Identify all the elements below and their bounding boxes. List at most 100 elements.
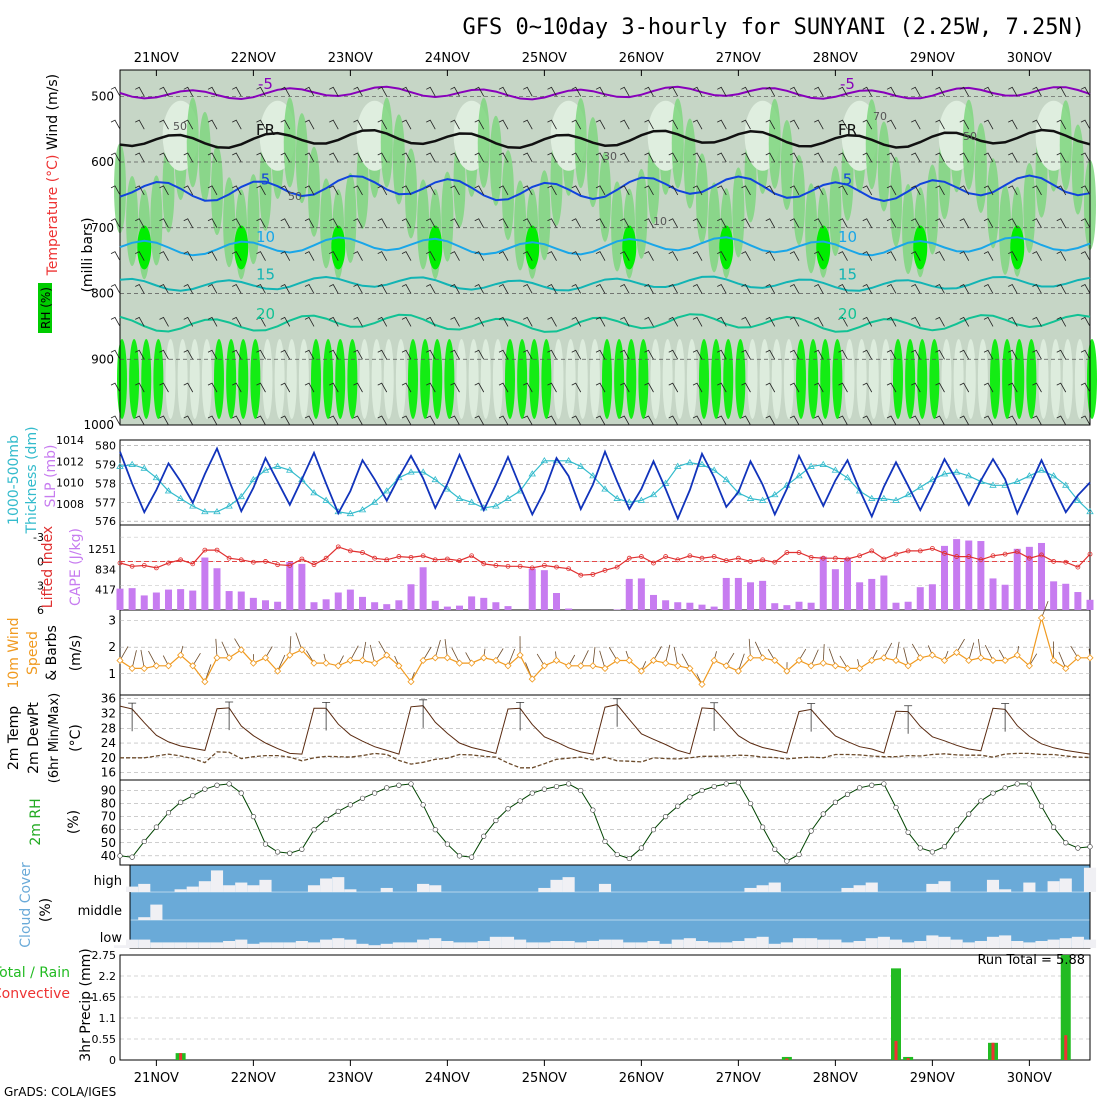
rh-band	[380, 97, 393, 188]
wind-barb	[814, 185, 824, 196]
wind-barb	[135, 415, 145, 426]
cloud-low-bar	[404, 942, 418, 948]
wind-barb	[765, 152, 776, 163]
wind-barb	[789, 119, 800, 130]
wind-speed-point	[807, 662, 815, 670]
wind-barb	[814, 218, 824, 228]
cloud-low-bar	[332, 938, 345, 948]
rh2m-point	[638, 845, 644, 851]
thickness-point	[286, 466, 294, 473]
wind-barb	[838, 316, 848, 327]
wind-barb	[304, 349, 315, 360]
cape-bar	[1074, 592, 1082, 610]
cloud-low-bar	[708, 942, 721, 948]
y-tick-label-left: 0	[37, 555, 44, 568]
rh2m-point	[165, 810, 172, 816]
wind-barb	[935, 415, 945, 426]
panel-label-total-rain: Total / Rain	[0, 965, 70, 981]
wind-barb	[280, 415, 291, 426]
wind-barb	[1032, 283, 1042, 294]
thickness-point	[1013, 477, 1021, 484]
wind-barb-10m	[810, 649, 819, 666]
rh2m-point	[675, 803, 681, 809]
y-tick-label: 1000	[83, 418, 114, 432]
thickness-point	[419, 468, 427, 475]
isotherm-label: -5	[258, 75, 273, 93]
panel-bg	[120, 955, 1090, 1060]
wind-barb-10m	[451, 647, 460, 664]
y-tick-label-right: 1014	[56, 434, 84, 447]
cloud-high-bar	[1047, 881, 1060, 892]
lifted-index-point	[202, 547, 208, 553]
cloud-low-bar	[695, 941, 709, 948]
wind-barb	[401, 349, 412, 360]
cape-bar	[237, 591, 245, 610]
wind-barb	[523, 349, 533, 360]
lifted-index-point	[711, 554, 717, 559]
rh2m-point	[832, 799, 838, 805]
cloud-low-bar	[598, 939, 612, 948]
wind-barb	[1080, 349, 1091, 360]
cloud-low-bar	[162, 942, 175, 948]
minmax-bar	[516, 701, 525, 731]
wind-speed-point	[916, 654, 924, 662]
lifted-index-point	[638, 554, 644, 559]
isotherm-line	[119, 128, 1091, 149]
cloud-low-bar	[780, 942, 793, 948]
lifted-index-point	[323, 555, 329, 561]
thickness-point	[1074, 496, 1082, 503]
lifted-index-point	[675, 557, 681, 563]
thickness-point	[358, 506, 367, 513]
thickness-point	[1062, 481, 1070, 488]
wind-barb	[110, 316, 121, 327]
wind-barb	[304, 86, 315, 97]
rh-band	[1038, 338, 1049, 419]
wind-speed-point	[274, 667, 282, 675]
date-label-bottom: 26NOV	[619, 1071, 664, 1086]
wind-barb	[886, 185, 897, 196]
thickness-point	[346, 509, 355, 517]
wind-barb	[426, 86, 436, 97]
rh2m-point	[1087, 844, 1093, 850]
rh-band	[189, 338, 200, 419]
wind-barb	[886, 316, 897, 327]
thickness-point	[758, 496, 767, 503]
wind-barb	[644, 251, 654, 261]
wind-barb	[280, 283, 291, 294]
wind-speed-point	[637, 667, 645, 675]
rh-band	[771, 338, 782, 419]
isotherm-line	[119, 275, 1091, 292]
precip-convective-bar	[179, 1053, 183, 1060]
y-tick-label-left: 578	[95, 477, 116, 490]
cape-bar	[880, 575, 888, 610]
lifted-index-point	[687, 553, 693, 559]
wind-barb	[183, 382, 194, 393]
dewpoint-line	[120, 751, 1091, 769]
cape-bar	[116, 588, 124, 610]
wind-barb	[377, 349, 388, 360]
wind-barb	[135, 218, 145, 228]
y-tick-label: 1	[108, 667, 116, 681]
lifted-index-point	[590, 571, 596, 577]
rh2m-point	[747, 800, 754, 807]
wind-barb	[644, 119, 654, 130]
cloud-high-bar	[332, 877, 345, 892]
wind-speed-point	[1074, 654, 1082, 662]
y-tick-label: 2	[108, 640, 116, 654]
wind-speed-point	[189, 662, 197, 670]
lifted-index-point	[735, 555, 741, 561]
wind-barb	[377, 251, 388, 261]
wind-barb-10m	[754, 641, 763, 658]
rh2m-point	[650, 827, 657, 833]
cape-bar	[771, 603, 779, 610]
wind-barb	[571, 283, 582, 294]
wind-barb-10m	[378, 641, 388, 656]
y-tick-label: 50	[101, 836, 116, 850]
rh2m-point	[929, 849, 935, 855]
wind-barb	[547, 283, 557, 294]
wind-barb-10m	[665, 644, 671, 664]
thickness-point	[637, 496, 646, 503]
date-label-top: 22NOV	[231, 51, 276, 66]
wind-barb	[1056, 152, 1067, 163]
cloud-low-bar	[756, 936, 769, 948]
